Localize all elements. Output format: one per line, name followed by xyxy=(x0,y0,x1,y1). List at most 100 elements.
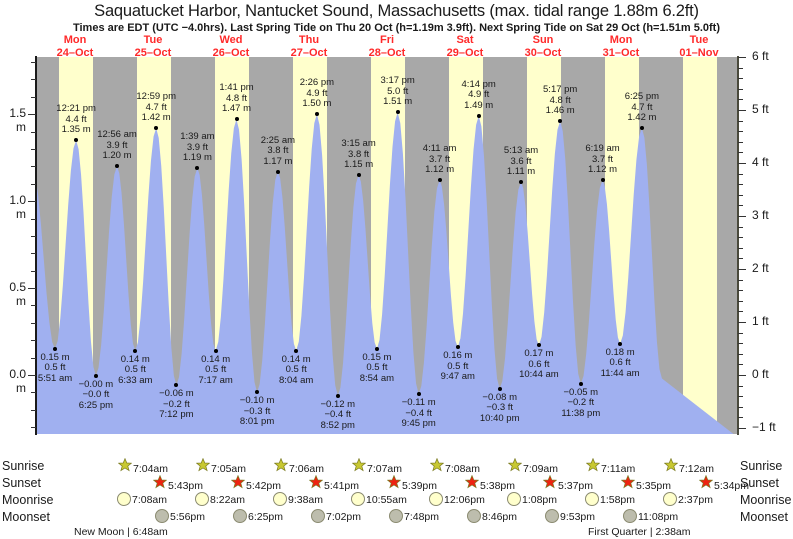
tide-label-line-0: 3:15 am xyxy=(341,138,376,149)
moon-phase-note-0: New Moon | 6:48am xyxy=(74,526,168,538)
day-header-6: Sun 30–Oct xyxy=(504,34,582,59)
moonrise-time: 1:08pm xyxy=(522,494,558,506)
moonset-cell-4: 8:46pm xyxy=(467,509,517,523)
right-axis-tick xyxy=(738,311,743,313)
right-axis-tick xyxy=(738,173,743,175)
tide-high-marker xyxy=(74,138,79,143)
tide-label-line-2: 9:45 pm xyxy=(401,418,436,430)
right-axis-tick xyxy=(738,99,743,101)
right-axis-tick xyxy=(738,300,743,302)
tide-label-line-0: 0.14 m xyxy=(120,353,150,365)
right-axis-tick xyxy=(738,279,743,281)
right-axis-tick xyxy=(738,152,743,154)
tide-label-line-0: 1:41 pm xyxy=(219,82,254,94)
moonrise-cell-3: 10:55am xyxy=(351,492,407,506)
moonrise-cell-2: 9:38am xyxy=(273,492,323,506)
left-axis-tick xyxy=(31,183,36,185)
right-axis-tick xyxy=(738,258,743,260)
day-header-dow: Sat xyxy=(456,34,474,46)
right-axis-tick xyxy=(738,247,743,249)
right-axis-tick xyxy=(738,184,743,186)
tide-label-line-1: −0.0 ft xyxy=(82,389,110,401)
tide-label-line-1: 3.8 ft xyxy=(267,145,289,157)
tide-label-line-2: 10:40 pm xyxy=(479,412,520,424)
sunrise-cell-7: 7:12am xyxy=(663,457,715,475)
right-axis-tick xyxy=(738,343,743,345)
left-axis-tick xyxy=(28,201,36,203)
moonrise-time: 10:55am xyxy=(366,494,407,506)
left-axis-tick xyxy=(31,253,36,255)
tide-label-line-0: 5:13 am xyxy=(503,145,539,156)
sunset-star-icon xyxy=(152,474,168,492)
tide-label-line-2: 1.50 m xyxy=(302,98,332,110)
tide-label-line-0: 6:19 am xyxy=(585,143,620,155)
tide-label-line-2: 6:33 am xyxy=(118,374,153,386)
tide-low-marker xyxy=(213,348,218,353)
right-axis-tick xyxy=(738,78,743,80)
moonset-cell-3: 7:48pm xyxy=(389,509,439,523)
tide-label-line-1: 0.6 ft xyxy=(609,357,631,369)
tide-low-label: 0.16 m 0.5 ft 9:47 am xyxy=(430,351,486,383)
day-header-date: 31–Oct xyxy=(602,46,640,59)
sunrise-cell-6: 7:11am xyxy=(585,457,635,475)
right-axis-tick xyxy=(738,375,746,376)
sunrise-cell-5: 7:09am xyxy=(507,457,558,475)
day-header-4: Fri 28–Oct xyxy=(348,34,426,59)
moonrise-disc-icon xyxy=(507,492,521,506)
tide-low-label: −0.06 m −0.2 ft 7:12 pm xyxy=(148,389,204,421)
sunset-cell-5: 5:37pm xyxy=(542,474,594,492)
tide-label-line-1: 3.6 ft xyxy=(510,155,532,167)
tide-label-line-1: 5.0 ft xyxy=(387,85,409,97)
tide-label-line-0: 4:11 am xyxy=(422,143,457,155)
sunset-time: 5:37pm xyxy=(558,480,594,492)
sunset-cell-2: 5:41pm xyxy=(308,474,359,492)
right-axis-label-4: 2 ft xyxy=(752,261,769,275)
day-header-3: Thu 27–Oct xyxy=(270,34,348,59)
row-label-sunset-left: Sunset xyxy=(2,476,41,490)
tide-low-label: 0.15 m 0.5 ft 5:51 am xyxy=(27,352,83,385)
day-header-7: Mon 31–Oct xyxy=(582,34,660,59)
sunrise-time: 7:05am xyxy=(211,463,247,475)
moonset-cell-6: 11:08pm xyxy=(623,509,678,523)
sunrise-time: 7:12am xyxy=(679,463,715,475)
tide-label-line-1: 4.9 ft xyxy=(468,89,490,101)
sunset-cell-4: 5:38pm xyxy=(464,474,515,492)
day-header-dow: Tue xyxy=(689,34,709,46)
sunrise-cell-2: 7:06am xyxy=(273,457,324,475)
sunrise-cell-0: 7:04am xyxy=(117,457,168,475)
sunset-star-icon xyxy=(386,474,402,492)
tide-low-marker xyxy=(133,348,138,353)
left-axis-tick xyxy=(31,427,36,429)
tide-label-line-0: −0.12 m xyxy=(320,398,356,410)
moonrise-cell-5: 1:08pm xyxy=(507,492,557,506)
tide-low-marker xyxy=(335,393,340,398)
sunset-time: 5:42pm xyxy=(246,480,282,492)
tide-label-line-1: 0.5 ft xyxy=(124,364,146,376)
day-header-1: Tue 25–Oct xyxy=(114,34,192,59)
tide-label-line-0: −0.08 m xyxy=(482,391,517,403)
tide-label-line-1: 3.8 ft xyxy=(348,148,370,160)
moonset-time: 7:02pm xyxy=(326,511,362,523)
moonset-disc-icon xyxy=(623,509,637,523)
sunrise-star-icon xyxy=(663,457,679,475)
moonrise-cell-4: 12:06pm xyxy=(429,492,485,506)
row-label-sunset-right: Sunset xyxy=(740,476,779,490)
moonrise-disc-icon xyxy=(429,492,443,506)
moonrise-cell-6: 1:58pm xyxy=(585,492,635,506)
tide-label-line-2: 1.46 m xyxy=(545,105,575,117)
left-axis-tick xyxy=(28,375,36,376)
tide-low-marker xyxy=(174,383,179,388)
tide-high-marker xyxy=(356,173,361,177)
tide-low-marker xyxy=(497,386,502,391)
tide-high-marker xyxy=(519,180,523,184)
left-axis-tick xyxy=(31,392,36,394)
tide-label-line-1: 0.5 ft xyxy=(366,362,388,374)
sunset-star-icon xyxy=(698,474,714,492)
sunset-cell-0: 5:43pm xyxy=(152,474,203,492)
right-axis-line xyxy=(737,56,739,435)
right-axis-tick xyxy=(738,216,746,217)
moonrise-disc-icon xyxy=(663,492,677,506)
row-label-moonset-right: Moonset xyxy=(740,510,788,524)
moonset-disc-icon xyxy=(233,509,247,523)
moonset-time: 11:08pm xyxy=(638,511,679,523)
